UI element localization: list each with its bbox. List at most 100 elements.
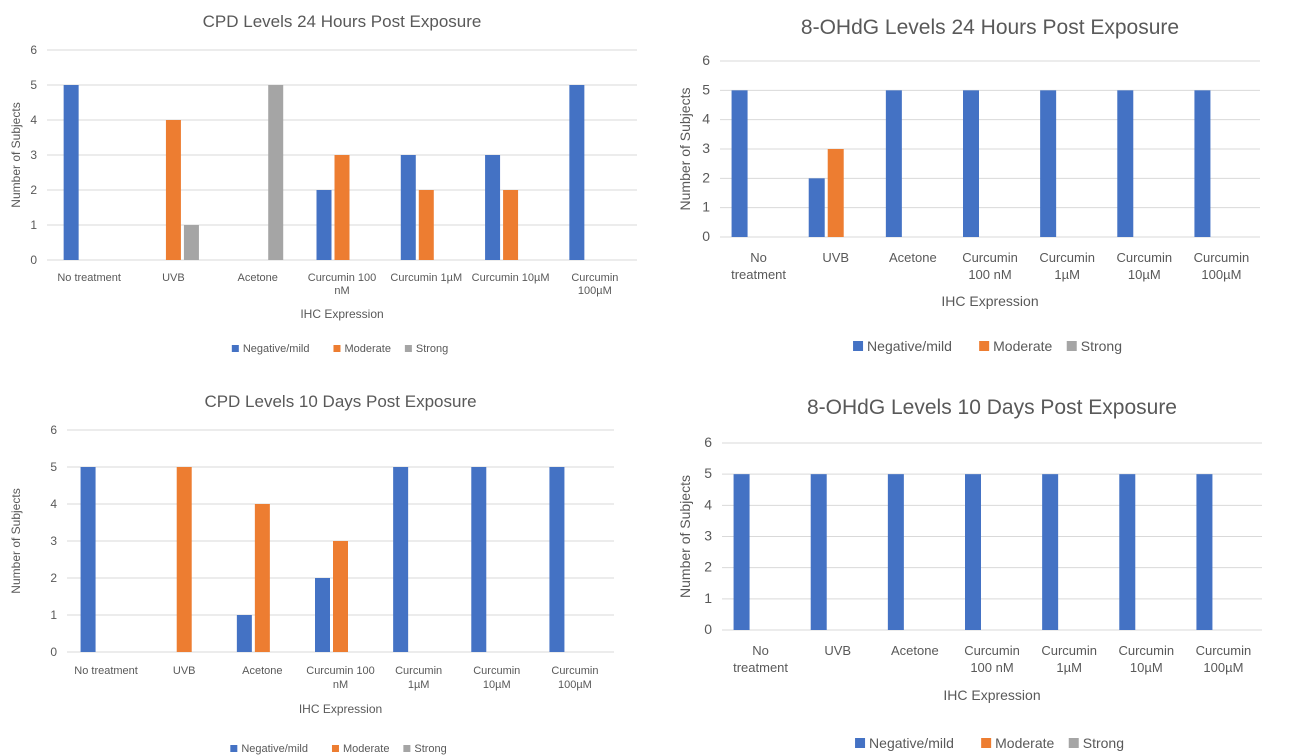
x-axis-title: IHC Expression [943, 687, 1040, 703]
bar-strong-2 [268, 85, 284, 260]
legend-label-moderate: Moderate [343, 743, 389, 755]
bar-negative-0 [63, 85, 79, 260]
y-tick-label: 3 [30, 148, 37, 162]
x-tick-label: Curcumin 100 nM [308, 272, 376, 297]
bar-negative-3 [315, 578, 330, 652]
y-tick-label: 4 [702, 111, 710, 127]
bar-negative-5 [1117, 90, 1134, 237]
bar-negative-6 [1194, 90, 1211, 237]
y-axis-title: Number of Subjects [9, 488, 23, 593]
x-tick-label: Curcumin 100µM [1196, 643, 1252, 675]
legend-swatch-negative [853, 341, 864, 351]
x-tick-label: Acetone [891, 643, 939, 658]
bar-negative-4 [1042, 474, 1059, 630]
legend-swatch-negative [230, 745, 238, 752]
x-tick-label: Curcumin 1µM [390, 272, 462, 284]
legend-swatch-strong [404, 345, 412, 352]
x-tick-label: Curcumin 100 nM [964, 643, 1020, 675]
y-tick-label: 0 [702, 228, 710, 244]
chart-title: 8-OHdG Levels 24 Hours Post Exposure [801, 16, 1179, 39]
y-tick-label: 6 [702, 52, 710, 68]
legend-label-negative: Negative/mild [867, 338, 952, 354]
x-axis-title: IHC Expression [941, 293, 1038, 309]
legend-swatch-moderate [331, 745, 339, 752]
chart-cpd-10d-svg: CPD Levels 10 Days Post Exposure 0 1 2 3 4 5 6 N… [9, 392, 614, 755]
bar-negative-0 [731, 90, 748, 237]
y-tick-label: 1 [30, 218, 37, 232]
legend: Negative/mild Moderate Strong [853, 338, 1122, 354]
chart-8ohdg-10d: 8-OHdG Levels 10 Days Post Exposure 0 1 2 3 4… [650, 380, 1301, 756]
legend-label-moderate: Moderate [344, 343, 390, 355]
y-tick-label: 2 [50, 571, 57, 585]
legend-swatch-strong [1066, 341, 1077, 351]
x-tick-label: Curcumin 100µM [571, 272, 618, 297]
x-tick-label: No treatment [733, 643, 788, 675]
x-tick-label: Curcumin 1µM [395, 665, 442, 691]
x-tick-label: Curcumin 100 nM [962, 250, 1018, 282]
x-tick-label: UVB [824, 643, 851, 658]
x-tick-label: Curcumin 100µM [551, 665, 598, 691]
y-axis-title: Number of Subjects [677, 475, 693, 598]
bar-moderate-4 [418, 190, 434, 260]
x-axis-title: IHC Expression [300, 307, 383, 321]
chart-8ohdg-24h: 8-OHdG Levels 24 Hours Post Exposure 0 1 2 3… [650, 0, 1301, 370]
x-tick-label: Curcumin 10µM [1118, 643, 1174, 675]
bar-negative-4 [1040, 90, 1057, 237]
legend-swatch-moderate [333, 345, 341, 352]
chart-title: 8-OHdG Levels 10 Days Post Exposure [807, 396, 1177, 419]
legend-swatch-strong [403, 745, 411, 752]
x-tick-label: Acetone [242, 665, 282, 677]
bar-moderate-3 [333, 541, 348, 652]
y-tick-label: 1 [50, 608, 57, 622]
y-tick-label: 3 [50, 534, 57, 548]
y-tick-label: 5 [704, 465, 712, 481]
chart-cpd-24h: CPD Levels 24 Hours Post Exposure 0 1 2 3 4 5 6… [0, 0, 650, 370]
legend: Negative/mild Moderate Strong [855, 735, 1124, 751]
chart-title: CPD Levels 10 Days Post Exposure [204, 392, 476, 411]
bar-negative-5 [485, 155, 501, 260]
x-tick-label: Acetone [238, 272, 278, 284]
bar-negative-6 [569, 85, 585, 260]
y-tick-label: 2 [704, 559, 712, 575]
x-tick-label: Curcumin 10µM [472, 272, 550, 284]
bar-negative-4 [400, 155, 416, 260]
bar-moderate-1 [176, 467, 192, 652]
bar-strong-1 [183, 225, 199, 260]
bar-negative-6 [549, 467, 565, 652]
bar-moderate-1 [165, 120, 181, 260]
bar-negative-2 [236, 615, 252, 652]
x-tick-label: UVB [822, 250, 849, 265]
bar-moderate-5 [503, 190, 519, 260]
y-tick-label: 0 [704, 621, 712, 637]
y-tick-label: 5 [702, 81, 710, 97]
bar-moderate-1 [827, 149, 844, 237]
chart-cpd-10d: CPD Levels 10 Days Post Exposure 0 1 2 3 4 5 6 N… [0, 380, 650, 756]
chart-cpd-24h-svg: CPD Levels 24 Hours Post Exposure 0 1 2 3 4 5 6… [9, 12, 637, 355]
legend-label-negative: Negative/mild [869, 735, 954, 751]
y-axis-title: Number of Subjects [9, 102, 23, 207]
legend-label-moderate: Moderate [993, 338, 1052, 354]
y-tick-label: 0 [50, 645, 57, 659]
y-tick-label: 4 [30, 113, 37, 127]
bar-negative-0 [80, 467, 96, 652]
y-tick-label: 3 [704, 528, 712, 544]
bar-moderate-2 [254, 504, 270, 652]
x-tick-label: Curcumin 100µM [1194, 250, 1250, 282]
bar-negative-5 [1119, 474, 1136, 630]
y-tick-label: 2 [30, 183, 37, 197]
bar-negative-3 [316, 190, 332, 260]
bar-negative-2 [885, 90, 902, 237]
x-tick-label: Acetone [889, 250, 937, 265]
legend-label-strong: Strong [1083, 735, 1124, 751]
y-tick-label: 6 [30, 43, 37, 57]
legend-swatch-negative [855, 738, 866, 748]
x-tick-label: Curcumin 10µM [473, 665, 520, 691]
chart-8ohdg-10d-svg: 8-OHdG Levels 10 Days Post Exposure 0 1 2 3 4… [677, 396, 1262, 751]
y-tick-label: 4 [50, 497, 57, 511]
x-tick-label: UVB [162, 272, 185, 284]
chart-8ohdg-24h-svg: 8-OHdG Levels 24 Hours Post Exposure 0 1 2 3… [677, 16, 1260, 354]
legend-swatch-strong [1068, 738, 1079, 748]
legend-label-strong: Strong [1081, 338, 1122, 354]
y-tick-label: 1 [702, 199, 710, 215]
legend-label-moderate: Moderate [995, 735, 1054, 751]
